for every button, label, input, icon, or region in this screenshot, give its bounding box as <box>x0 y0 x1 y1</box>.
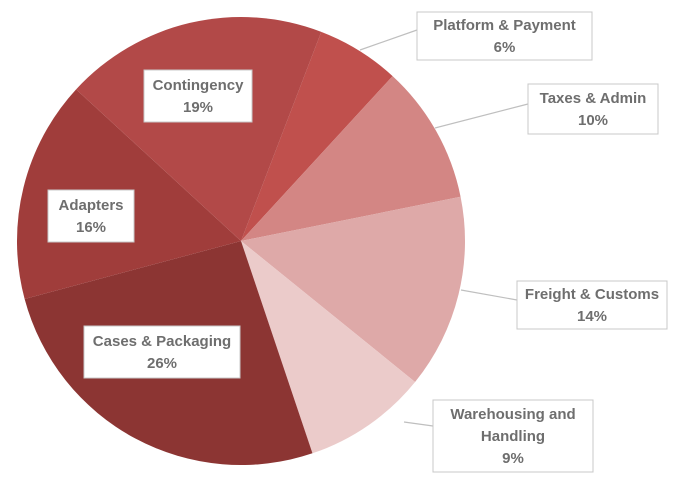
slice-label: Warehousing and Handling 9% <box>432 399 594 473</box>
slice-category-label: Contingency <box>153 77 244 94</box>
slice-category-label: Warehousing and <box>450 406 575 423</box>
slice-label: Taxes & Admin 10% <box>527 83 659 135</box>
slice-labels: Platform & Payment 6% Taxes & Admin 10% Frei… <box>47 11 668 473</box>
pie-slice-warehousing-and-handling <box>241 241 416 454</box>
leader-line <box>403 421 434 427</box>
slice-value-label: 19% <box>183 99 213 116</box>
slice-label: Adapters 16% <box>47 189 135 243</box>
slice-category-label: Cases & Packaging <box>93 333 231 350</box>
slice-value-label: 16% <box>76 219 106 236</box>
pie-slice-freight-customs <box>241 196 466 382</box>
label-box <box>516 280 668 330</box>
slice-value-label: 9% <box>502 450 524 467</box>
pie-slice-taxes-admin <box>241 76 461 241</box>
slice-label: Cases & Packaging 26% <box>83 325 241 379</box>
pie-slices <box>16 17 466 466</box>
slice-value-label: 10% <box>578 112 608 129</box>
slice-category-label: Freight & Customs <box>525 286 659 303</box>
leader-line <box>460 289 518 301</box>
pie-slice-platform-payment <box>241 31 393 241</box>
slice-label: Freight & Customs 14% <box>516 280 668 330</box>
label-box <box>143 69 253 123</box>
slice-category-label: Handling <box>481 428 545 445</box>
slice-value-label: 6% <box>494 39 516 56</box>
slice-category-label: Taxes & Admin <box>540 90 647 107</box>
label-box <box>527 83 659 135</box>
slice-label: Contingency 19% <box>143 69 253 123</box>
leader-line <box>359 29 418 51</box>
leader-line <box>434 103 529 129</box>
label-box <box>432 399 594 473</box>
pie-slice-contingency <box>76 17 322 242</box>
slice-value-label: 26% <box>147 355 177 372</box>
slice-category-label: Adapters <box>58 197 123 214</box>
leader-lines <box>359 29 529 427</box>
slice-label: Platform & Payment 6% <box>416 11 593 61</box>
label-box <box>83 325 241 379</box>
slice-category-label: Platform & Payment <box>433 17 576 34</box>
label-box <box>416 11 593 61</box>
slice-value-label: 14% <box>577 308 607 325</box>
label-box <box>47 189 135 243</box>
